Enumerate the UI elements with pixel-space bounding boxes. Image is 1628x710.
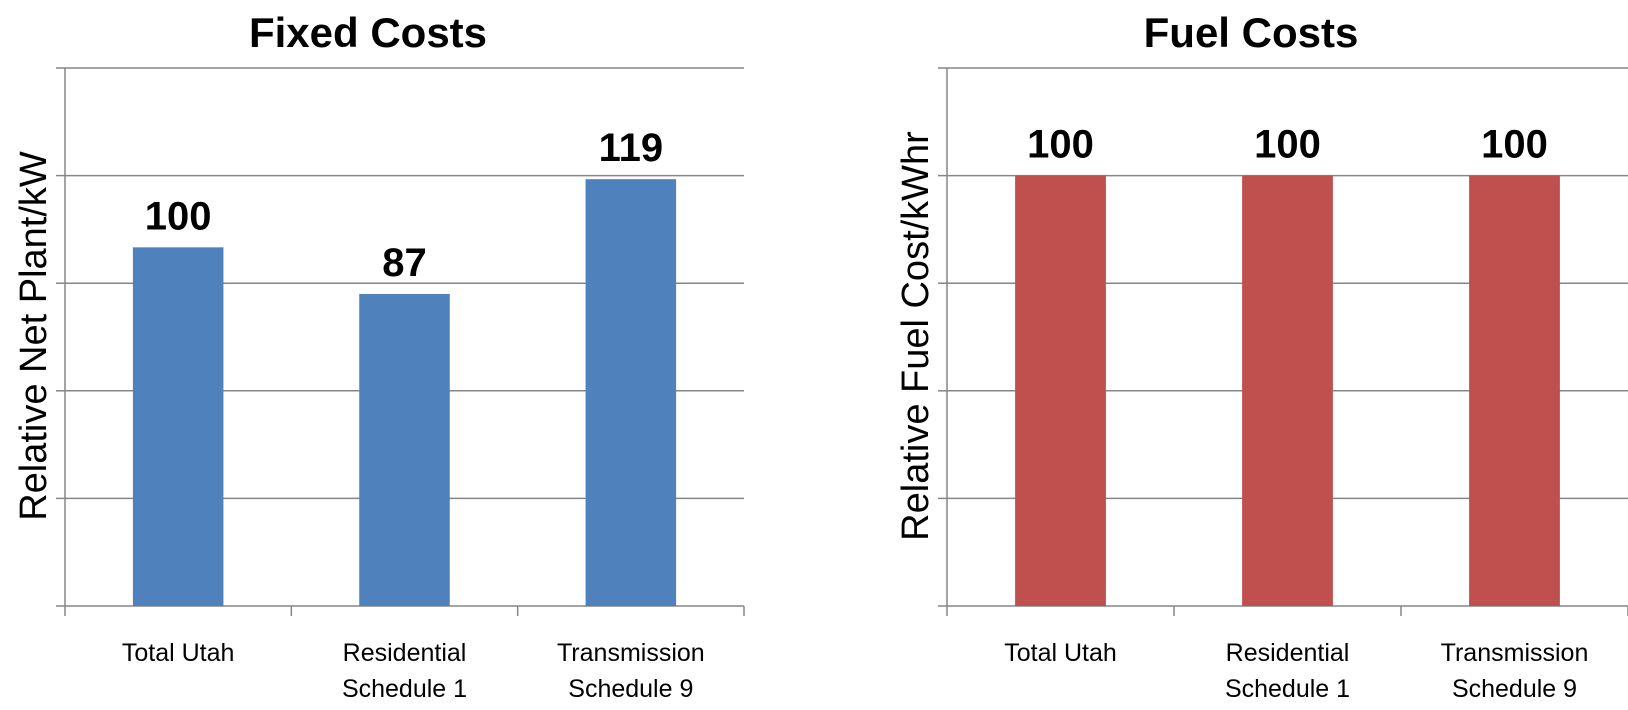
fixed-costs-y-axis-label: Relative Net Plant/kW [13, 151, 55, 521]
fuel-costs-y-axis-label: Relative Fuel Cost/kWhr [895, 131, 937, 541]
fixed-costs-data-label: 100 [145, 194, 212, 238]
fixed-costs-title: Fixed Costs [249, 9, 487, 56]
fuel-costs-chart: Fuel Costs Relative Fuel Cost/kWhr 100 To… [895, 9, 1628, 703]
fixed-costs-data-label: 87 [382, 241, 427, 285]
fixed-costs-category-label: Total Utah [122, 639, 235, 667]
fixed-costs-data-label: 119 [599, 126, 664, 170]
fixed-costs-category-label: Transmission [557, 639, 705, 667]
fixed-costs-bar [132, 247, 224, 607]
fuel-costs-category-label: Transmission [1441, 639, 1589, 667]
fuel-costs-category-label: Residential [1226, 639, 1350, 667]
fixed-costs-chart: Fixed Costs Relative Net Plant/kW 100 Tot… [13, 9, 745, 703]
fuel-costs-title: Fuel Costs [1144, 9, 1359, 56]
fuel-costs-category-label: Schedule 1 [1225, 675, 1350, 703]
fixed-costs-bar [359, 293, 450, 606]
fuel-costs-bar [1469, 175, 1560, 606]
fuel-costs-data-label: 100 [1027, 123, 1094, 167]
fuel-costs-bar [1015, 175, 1106, 606]
fixed-costs-category-label: Schedule 1 [342, 675, 467, 703]
fuel-costs-category-label: Total Utah [1004, 639, 1117, 667]
fuel-costs-data-label: 100 [1481, 123, 1548, 167]
fixed-costs-category-label: Schedule 9 [568, 675, 693, 703]
fuel-costs-bar [1242, 175, 1333, 606]
fuel-costs-data-label: 100 [1254, 123, 1321, 167]
fuel-costs-category-label: Schedule 9 [1452, 675, 1577, 703]
fixed-costs-category-label: Residential [343, 639, 467, 667]
fixed-costs-bar [585, 179, 677, 607]
